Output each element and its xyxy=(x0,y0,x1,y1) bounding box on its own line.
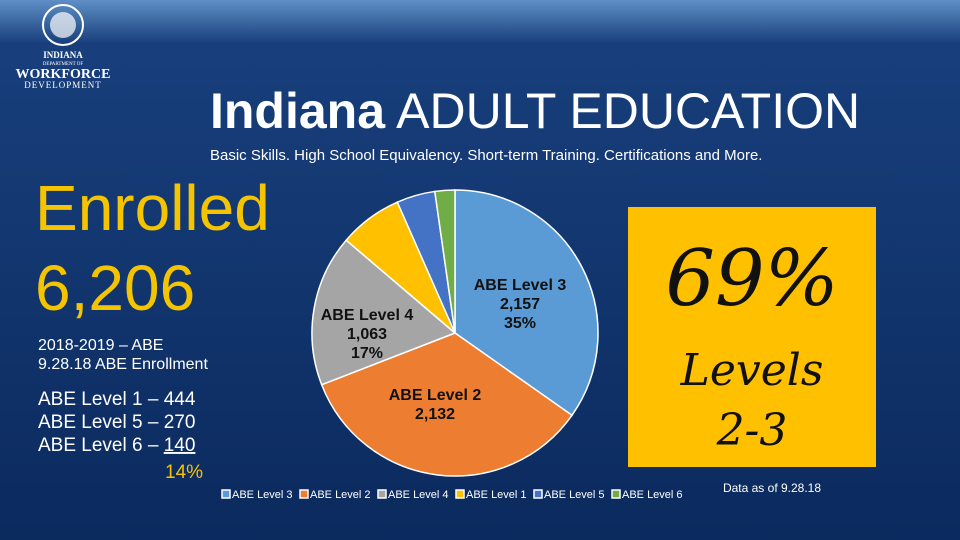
data-label: ABE Level 4 xyxy=(321,307,414,324)
pie-chart: ABE Level 3 2,157 35% ABE Level 2 2,132 ABE L… xyxy=(221,189,683,501)
legend-swatch xyxy=(611,489,621,499)
data-label: ABE Level 3 xyxy=(474,277,567,294)
pie-slice xyxy=(433,189,456,334)
legend-label: ABE Level 6 xyxy=(622,489,683,501)
level-count: 140 xyxy=(164,435,196,456)
logo-text: DEVELOPMENT xyxy=(24,80,102,90)
data-label: 2,132 xyxy=(415,406,455,423)
enrolled-period: 2018-2019 – ABE xyxy=(38,337,163,354)
seal xyxy=(42,4,84,46)
logo: INDIANA DEPARTMENT OF WORKFORCE DEVELOPM… xyxy=(16,4,111,90)
seal-inner xyxy=(50,12,76,38)
pie-slice xyxy=(320,332,574,477)
legend-label: ABE Level 3 xyxy=(232,489,293,501)
enrolled-share: 14% xyxy=(165,462,203,483)
title-rest: ADULT EDUCATION xyxy=(396,83,860,139)
level-label: ABE Level 5 – xyxy=(38,412,159,433)
legend-swatch xyxy=(299,489,309,499)
footnote: Data as of 9.28.18 xyxy=(723,481,821,495)
level-count: 444 xyxy=(164,389,196,410)
title-bold: Indiana xyxy=(210,83,386,139)
level-count: 270 xyxy=(164,412,196,433)
logo-text: INDIANA xyxy=(43,50,83,60)
highlight-box xyxy=(628,207,876,467)
legend-label: ABE Level 1 xyxy=(466,489,527,501)
legend-label: ABE Level 2 xyxy=(310,489,371,501)
title: Indiana ADULT EDUCATION xyxy=(210,83,860,139)
pie-slice xyxy=(454,189,599,417)
data-label: ABE Level 2 xyxy=(389,387,482,404)
data-label: 35% xyxy=(504,315,536,332)
legend-swatch xyxy=(221,489,231,499)
logo-text: DEPARTMENT OF xyxy=(43,62,84,67)
level-line: ABE Level 6 – 140 xyxy=(38,435,195,456)
level-label: ABE Level 1 – xyxy=(38,389,159,410)
data-label: 1,063 xyxy=(347,326,387,343)
legend-label: ABE Level 4 xyxy=(388,489,449,501)
legend-swatch xyxy=(377,489,387,499)
level-line: ABE Level 1 – 444 xyxy=(38,389,196,410)
logo-text: WORKFORCE xyxy=(16,67,111,82)
data-label: 2,157 xyxy=(500,296,540,313)
level-line: ABE Level 5 – 270 xyxy=(38,412,195,433)
enrolled-heading: Enrolled xyxy=(35,172,270,244)
enrolled-note: 9.28.18 ABE Enrollment xyxy=(38,356,208,373)
data-label: 17% xyxy=(351,345,383,362)
level-label: ABE Level 6 – xyxy=(38,435,159,456)
level-list: ABE Level 1 – 444 ABE Level 5 – 270 ABE … xyxy=(38,389,196,456)
legend-swatch xyxy=(455,489,465,499)
highlight-percent: 69% xyxy=(665,234,838,324)
highlight-line: Levels xyxy=(680,345,824,396)
enrolled-total: 6,206 xyxy=(35,252,195,324)
subtitle: Basic Skills. High School Equivalency. S… xyxy=(210,147,762,164)
legend-swatch xyxy=(533,489,543,499)
highlight-line: 2-3 xyxy=(716,405,788,456)
pie-slice xyxy=(311,239,457,386)
legend-label: ABE Level 5 xyxy=(544,489,605,501)
